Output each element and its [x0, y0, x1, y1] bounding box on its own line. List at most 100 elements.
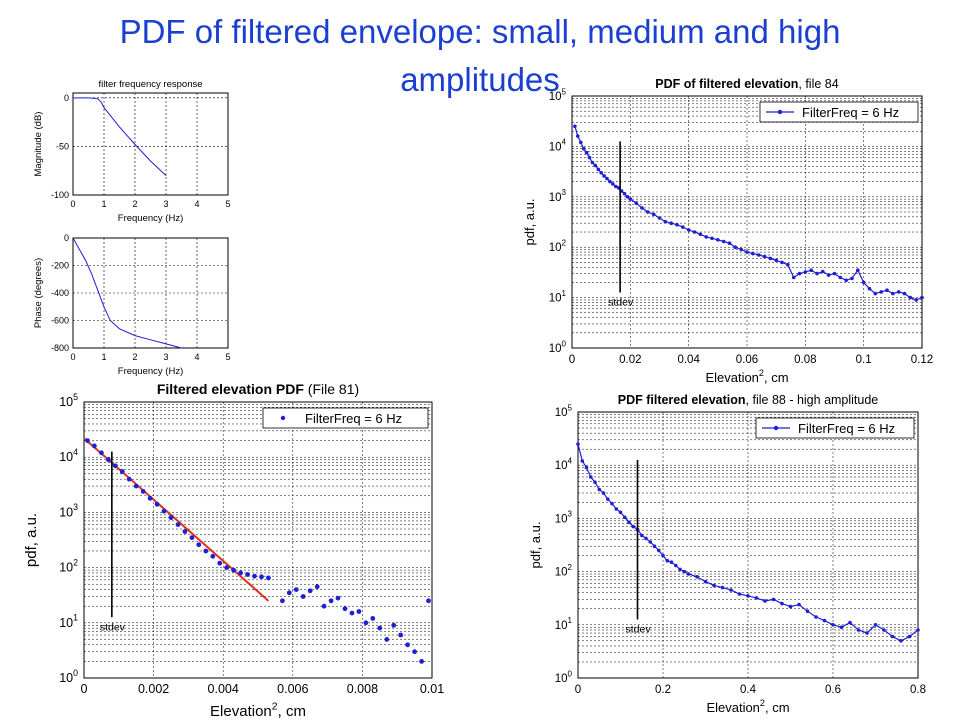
data-point — [814, 615, 818, 619]
data-point — [686, 572, 691, 576]
data-point — [695, 575, 699, 579]
x-tick-label: 0.06 — [736, 354, 758, 366]
data-point — [908, 295, 913, 300]
data-point — [573, 124, 577, 129]
data-point — [147, 495, 153, 501]
data-point — [618, 510, 623, 515]
data-point — [623, 515, 627, 520]
data-point — [669, 221, 673, 225]
x-tick-label: 0.01 — [420, 682, 444, 696]
data-point — [920, 295, 924, 300]
data-point — [584, 150, 589, 155]
data-point — [867, 286, 872, 291]
slide-title-line-1: PDF of filtered envelope: small, medium … — [119, 13, 841, 50]
plot-area — [83, 401, 433, 679]
data-point — [106, 457, 111, 463]
data-point — [112, 463, 118, 469]
data-point — [703, 579, 708, 584]
y-tick-label: 105 — [59, 392, 78, 409]
data-point — [640, 533, 644, 538]
data-point — [899, 639, 903, 643]
data-point — [576, 442, 580, 446]
data-point — [674, 563, 678, 568]
data-point — [154, 501, 160, 507]
data-point — [716, 238, 720, 242]
data-point — [634, 201, 638, 205]
data-point — [217, 560, 223, 566]
data-point — [419, 659, 424, 664]
data-point — [161, 508, 167, 514]
data-point — [879, 290, 883, 294]
y-tick-label: -100 — [51, 190, 69, 200]
data-point — [745, 250, 749, 254]
data-point — [625, 195, 630, 199]
chart-file88: 100 101 102 103 104 105 0 0.2 0.4 0.6 0.8 stdev Filt… — [528, 393, 926, 715]
data-point — [692, 230, 697, 234]
y-tick-label: 101 — [549, 289, 567, 305]
data-point — [838, 275, 843, 280]
data-point — [391, 622, 397, 628]
y-axis-label: Phase (degrees) — [33, 258, 44, 328]
y-axis-label: pdf, a.u. — [528, 522, 543, 569]
x-tick-label: 2 — [132, 352, 137, 362]
x-tick-label: 5 — [225, 352, 230, 362]
data-point — [729, 588, 733, 592]
data-point — [856, 268, 860, 272]
data-point — [259, 574, 264, 580]
x-axis-label: Elevation2, cm — [706, 698, 789, 715]
data-point — [663, 219, 668, 224]
slide-title: PDF of filtered envelope: small, medium … — [40, 8, 920, 104]
data-point — [797, 271, 802, 276]
data-point — [739, 247, 743, 252]
data-point — [605, 176, 609, 181]
data-point — [335, 595, 341, 601]
data-point — [300, 594, 306, 599]
legend-label: FilterFreq = 6 Hz — [798, 421, 895, 436]
data-point — [321, 603, 327, 609]
data-point — [682, 569, 687, 574]
data-point — [873, 623, 878, 627]
data-point — [168, 515, 174, 521]
data-point — [873, 291, 878, 296]
data-point — [763, 599, 767, 603]
data-point — [648, 540, 653, 544]
y-axis-label: Magnitude (dB) — [33, 112, 44, 177]
data-point — [293, 587, 299, 592]
series-line — [574, 126, 923, 301]
data-point — [238, 570, 244, 576]
y-tick-label: 100 — [555, 669, 573, 685]
data-point — [704, 235, 708, 239]
data-point — [133, 483, 139, 489]
x-axis-label: Frequency (Hz) — [118, 366, 183, 377]
y-tick-label: 100 — [549, 339, 567, 355]
data-point — [669, 560, 674, 564]
series-line — [73, 97, 167, 176]
y-tick-label: 103 — [549, 188, 567, 204]
data-point — [601, 491, 606, 495]
x-tick-label: 0 — [70, 352, 75, 362]
data-point — [861, 280, 866, 285]
data-point — [710, 236, 714, 241]
series-line — [72, 237, 182, 349]
data-point — [349, 610, 355, 616]
data-point — [587, 155, 592, 160]
data-point — [721, 239, 726, 244]
y-tick-label: 0 — [64, 93, 69, 103]
x-tick-label: 0 — [70, 199, 75, 209]
data-point — [797, 602, 801, 607]
data-point — [885, 288, 889, 292]
legend-box — [262, 407, 429, 429]
data-point — [590, 160, 595, 165]
data-point — [665, 558, 670, 563]
data-point — [210, 553, 216, 559]
data-point — [890, 634, 895, 639]
x-tick-label: 4 — [194, 199, 199, 209]
data-point — [224, 565, 230, 570]
y-tick-label: 102 — [555, 563, 573, 579]
data-point — [597, 487, 602, 492]
data-point — [614, 184, 618, 189]
y-tick-label: -800 — [51, 343, 69, 353]
data-point — [848, 620, 852, 625]
data-point — [644, 536, 648, 541]
data-point — [602, 174, 606, 178]
